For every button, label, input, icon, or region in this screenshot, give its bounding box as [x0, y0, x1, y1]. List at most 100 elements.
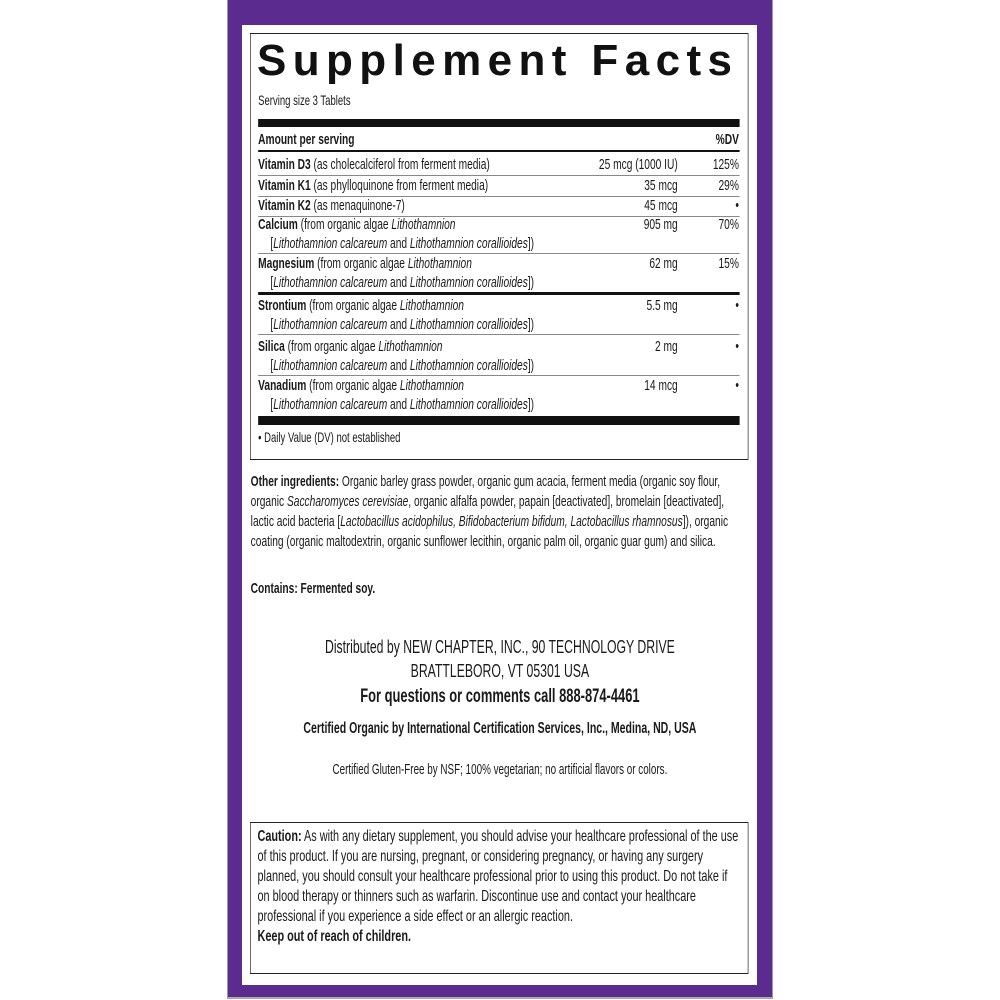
nutrient-row: Vitamin K2 (as menaquinone-7) 45 mcg • — [258, 196, 740, 217]
text-segment: Saccharomyces cerevisiae — [286, 493, 409, 510]
supplement-facts-title: Supplement Facts — [257, 36, 739, 85]
nutrient-name: Magnesium — [258, 255, 315, 272]
dv-footnote: • Daily Value (DV) not established — [258, 429, 401, 445]
nutrient-name: Vitamin K2 — [258, 197, 311, 214]
label-content: Serving size 3 Tablets Amount per servin… — [250, 0, 750, 1000]
nutrient-amount: 5.5 mg — [646, 297, 678, 314]
nutrient-dv: • — [735, 197, 739, 214]
nutrient-row: Calcium (from organic algae Lithothamnio… — [258, 215, 740, 254]
nutrient-source-line: [Lithothamnion calcareum and Lithothamni… — [258, 234, 739, 253]
text-segment: ]) — [527, 357, 535, 374]
nutrient-name-line: Magnesium (from organic algae Lithothamn… — [258, 254, 739, 273]
thick-divider — [258, 119, 740, 127]
text-segment: Lithothamnion — [399, 297, 464, 314]
nutrient-source-line: [Lithothamnion calcareum and Lithothamni… — [258, 356, 739, 375]
text-segment: Lithothamnion — [399, 377, 464, 394]
nutrient-dv: • — [735, 377, 739, 394]
text-segment: ]) — [527, 235, 535, 252]
text-segment: and — [387, 235, 410, 252]
caution-box: Caution: As with any dietary supplement,… — [250, 822, 749, 974]
text-segment: (as menaquinone-7) — [310, 197, 405, 214]
text-segment: Lithothamnion corallioides — [409, 235, 528, 252]
nutrient-amount: 45 mcg — [644, 197, 678, 214]
text-segment: Lithothamnion corallioides — [409, 357, 528, 374]
dv-header: %DV — [715, 131, 739, 148]
nutrient-source-line: [Lithothamnion calcareum and Lithothamni… — [258, 273, 739, 292]
text-segment: and — [387, 357, 410, 374]
text-segment: Lithothamnion — [378, 338, 443, 355]
thick-divider — [258, 416, 740, 425]
text-segment: Lithothamnion corallioides — [409, 316, 528, 333]
nutrient-row: Strontium (from organic algae Lithothamn… — [258, 296, 740, 335]
certified-organic: Certified Organic by International Certi… — [303, 720, 697, 737]
text-segment: [ — [270, 274, 274, 291]
text-segment: Lithothamnion corallioides — [409, 274, 528, 291]
nutrient-name-line: Silica (from organic algae Lithothamnion — [258, 337, 739, 356]
nutrient-name: Silica — [258, 338, 285, 355]
text-segment: and — [387, 274, 410, 291]
other-ingredients: Other ingredients: Organic barley grass … — [251, 472, 746, 552]
text-segment: ]) — [527, 274, 535, 291]
nutrient-row: Magnesium (from organic algae Lithothamn… — [258, 254, 740, 295]
nutrient-row: Silica (from organic algae Lithothamnion… — [258, 337, 740, 376]
text-segment: Lithothamnion calcareum — [273, 357, 388, 374]
text-segment: and — [387, 316, 410, 333]
nutrient-row: Vitamin K1 (as phylloquinone from fermen… — [258, 176, 740, 197]
nutrient-dv: 125% — [712, 156, 739, 173]
contact-phone: For questions or comments call 888-874-4… — [360, 686, 640, 707]
text-segment: ]) — [527, 396, 535, 413]
text-segment: (from organic algae — [306, 297, 400, 314]
text-segment: [ — [270, 396, 274, 413]
gluten-free-statement: Certified Gluten-Free by NSF; 100% veget… — [332, 762, 668, 778]
text-segment: (from organic algae — [306, 377, 400, 394]
nutrient-row: Vanadium (from organic algae Lithothamni… — [258, 376, 739, 414]
text-segment: Lithothamnion — [391, 216, 456, 233]
nutrient-name-line: Vitamin D3 (as cholecalciferol from ferm… — [258, 155, 739, 175]
text-segment: [ — [270, 316, 274, 333]
caution-text: Caution: As with any dietary supplement,… — [257, 827, 740, 947]
text-segment: (as phylloquinone from ferment media) — [310, 177, 489, 194]
text-segment: ]) — [527, 316, 535, 333]
text-segment: [ — [270, 357, 274, 374]
text-segment: Organic barley grass powder, organic gum… — [250, 473, 721, 510]
label-panel — [242, 25, 757, 985]
nutrient-row: Vitamin D3 (as cholecalciferol from ferm… — [258, 155, 740, 176]
nutrient-name-line: Vitamin K1 (as phylloquinone from fermen… — [258, 176, 739, 196]
text-segment: [ — [270, 235, 274, 252]
nutrient-amount: 25 mcg (1000 IU) — [598, 156, 678, 173]
text-segment: Lithothamnion calcareum — [273, 316, 388, 333]
nutrient-name-line: Calcium (from organic algae Lithothamnio… — [258, 215, 739, 234]
distributor-line-1: Distributed by NEW CHAPTER, INC., 90 TEC… — [324, 637, 675, 657]
nutrient-name-line: Vanadium (from organic algae Lithothamni… — [258, 376, 739, 395]
caution-body: As with any dietary supplement, you shou… — [257, 828, 739, 925]
serving-size: Serving size 3 Tablets — [258, 92, 351, 108]
nutrient-source-line: [Lithothamnion calcareum and Lithothamni… — [258, 395, 739, 414]
nutrient-amount: 14 mcg — [644, 377, 678, 394]
text-segment: (from organic algae — [314, 255, 408, 272]
nutrient-amount: 905 mg — [643, 216, 678, 233]
text-segment: Lithothamnion — [407, 255, 472, 272]
nutrient-amount: 2 mg — [655, 338, 678, 355]
contains-label: Contains: — [250, 580, 298, 597]
amount-per-serving-header: Amount per serving — [258, 131, 355, 148]
distributor-line-2: BRATTLEBORO, VT 05301 USA — [410, 661, 590, 681]
nutrient-dv: 70% — [718, 216, 739, 233]
text-segment: (from organic algae — [297, 216, 392, 233]
nutrient-dv: 15% — [718, 255, 739, 272]
text-segment: Lithothamnion corallioides — [409, 396, 528, 413]
table-header: Amount per serving %DV — [258, 130, 739, 149]
keep-out-of-reach: Keep out of reach of children. — [257, 928, 412, 945]
text-segment: Lithothamnion calcareum — [273, 235, 388, 252]
nutrient-source-line: [Lithothamnion calcareum and Lithothamni… — [258, 315, 739, 334]
caution-label: Caution: — [257, 828, 302, 845]
contains-text: Fermented soy. — [297, 580, 376, 597]
text-segment: (as cholecalciferol from ferment media) — [310, 156, 490, 173]
header-divider — [258, 150, 740, 152]
text-segment: Lithothamnion calcareum — [273, 274, 388, 291]
nutrient-name: Vitamin K1 — [258, 177, 311, 194]
nutrient-amount: 35 mcg — [644, 177, 678, 194]
nutrient-name: Strontium — [258, 297, 307, 314]
text-segment: and — [387, 396, 410, 413]
nutrient-amount: 62 mg — [649, 255, 678, 272]
supplement-facts-box — [250, 33, 749, 460]
